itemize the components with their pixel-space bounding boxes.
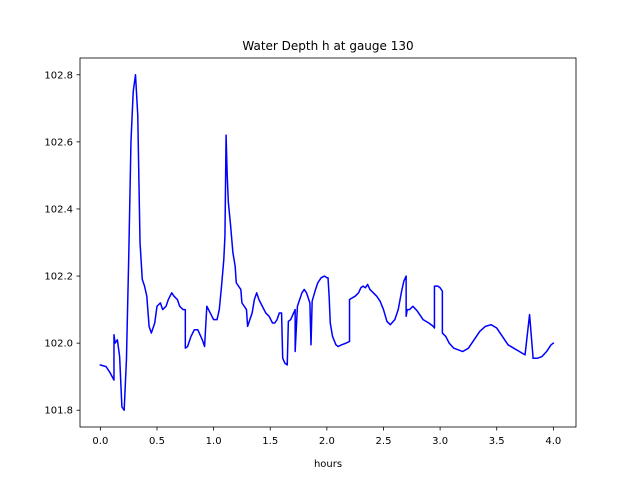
x-tick-label: 2.0 bbox=[319, 436, 335, 447]
series-layer bbox=[99, 74, 555, 411]
x-tick-label: 3.0 bbox=[432, 436, 448, 447]
x-tick-label: 3.5 bbox=[489, 436, 505, 447]
chart-title: Water Depth h at gauge 130 bbox=[242, 39, 413, 53]
y-tick-label: 102.4 bbox=[44, 204, 73, 215]
y-tick-label: 102.6 bbox=[44, 137, 73, 148]
y-tick-label: 102.2 bbox=[44, 272, 73, 283]
x-tick-label: 1.0 bbox=[206, 436, 222, 447]
series-line-0 bbox=[99, 74, 555, 411]
y-axis: 101.8 102.0 102.2 102.4 102.6 102.8 bbox=[44, 70, 80, 417]
x-axis-label: hours bbox=[314, 459, 342, 470]
x-tick-label: 1.5 bbox=[262, 436, 278, 447]
x-tick-label: 2.5 bbox=[376, 436, 392, 447]
y-tick-label: 102.8 bbox=[44, 70, 73, 81]
x-axis: 0.0 0.5 1.0 1.5 2.0 2.5 3.0 3.5 4.0 bbox=[92, 427, 561, 447]
y-tick-label: 101.8 bbox=[44, 406, 73, 417]
plot-area bbox=[80, 58, 576, 427]
x-tick-label: 0.5 bbox=[149, 436, 165, 447]
plot-frame bbox=[79, 57, 577, 428]
y-tick-label: 102.0 bbox=[44, 339, 73, 350]
x-tick-label: 0.0 bbox=[92, 436, 108, 447]
x-tick-label: 4.0 bbox=[545, 436, 561, 447]
